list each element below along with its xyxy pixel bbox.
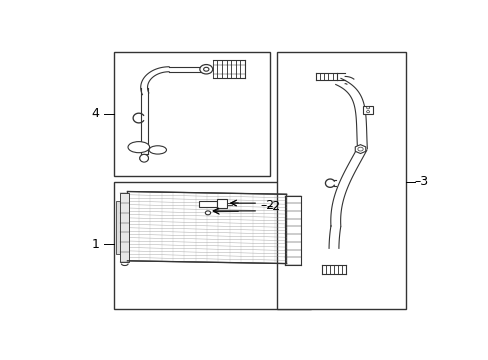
- Bar: [114, 182, 311, 309]
- Circle shape: [357, 147, 363, 151]
- Circle shape: [366, 111, 369, 113]
- Bar: [199, 201, 216, 207]
- Text: 4: 4: [91, 107, 99, 120]
- Bar: [363, 105, 372, 114]
- Ellipse shape: [128, 141, 149, 153]
- Ellipse shape: [150, 147, 164, 153]
- Ellipse shape: [130, 143, 147, 151]
- Bar: [277, 51, 405, 309]
- Text: –3: –3: [413, 175, 427, 188]
- Ellipse shape: [200, 64, 212, 74]
- Bar: [114, 51, 269, 176]
- Bar: [216, 199, 226, 208]
- Bar: [120, 193, 128, 262]
- Ellipse shape: [203, 67, 208, 71]
- Ellipse shape: [140, 154, 148, 162]
- Ellipse shape: [149, 146, 166, 154]
- Text: –2: –2: [266, 200, 280, 213]
- Circle shape: [366, 107, 369, 109]
- Ellipse shape: [140, 155, 148, 161]
- Bar: [116, 201, 120, 254]
- Text: 1: 1: [91, 238, 99, 251]
- Ellipse shape: [205, 211, 210, 215]
- Text: –2: –2: [260, 199, 274, 212]
